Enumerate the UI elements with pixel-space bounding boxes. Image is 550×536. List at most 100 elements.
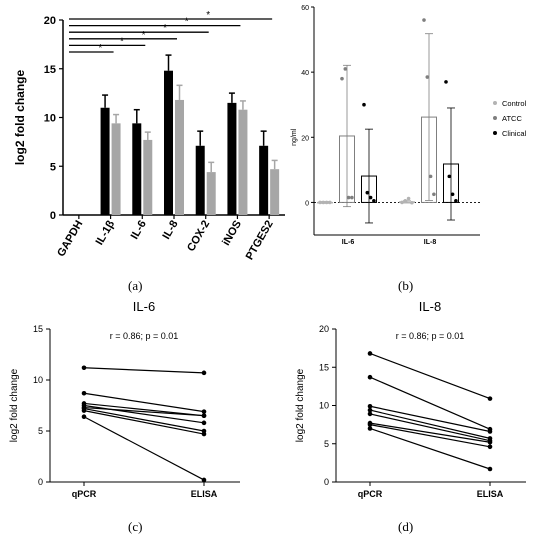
data-point — [367, 426, 373, 431]
x-tick-label: IL-1β — [94, 218, 118, 247]
data-point — [321, 200, 326, 205]
pair-line — [83, 367, 205, 374]
pair-line — [369, 413, 491, 442]
data-point — [450, 192, 455, 197]
data-point — [406, 196, 411, 201]
data-point — [201, 409, 207, 414]
significance-star: * — [98, 43, 102, 54]
data-point — [324, 200, 329, 205]
bar — [206, 172, 216, 215]
legend-label: Clinical — [502, 129, 527, 138]
data-point — [403, 199, 408, 203]
caption-a: (a) — [128, 278, 143, 293]
pair-line — [369, 422, 491, 443]
data-point — [487, 466, 493, 472]
data-point — [201, 431, 207, 437]
bar — [270, 169, 280, 215]
x-tick-label: iNOS — [220, 219, 244, 248]
bar-chart-gene-expression: 0 5 10 15 20 log2 fold change GAPDH IL-1β IL-6 IL… — [13, 10, 285, 263]
data-point — [422, 18, 426, 22]
bar — [195, 145, 205, 215]
data-point — [201, 477, 207, 483]
data-point — [487, 429, 493, 434]
data-point — [201, 370, 207, 376]
y-axis-label: log2 fold change — [295, 368, 306, 442]
y-tick-label: 20 — [301, 135, 309, 142]
y-axis-label: ng/ml — [291, 128, 298, 146]
bar — [175, 99, 184, 215]
line-chart-il8-correlation: IL-8 r = 0.86; p = 0.01 0 5 10 15 20 log2 fold … — [295, 299, 526, 499]
data-point — [372, 199, 376, 203]
significance-star: * — [185, 17, 189, 28]
y-tick-label: 0 — [50, 210, 56, 222]
pair-line — [83, 416, 205, 481]
y-tick-label: 60 — [301, 5, 309, 12]
pair-line — [83, 402, 205, 417]
y-tick-label: 5 — [50, 161, 56, 173]
bar — [259, 145, 269, 215]
correlation-annotation: r = 0.86; p = 0.01 — [396, 331, 465, 341]
data-point — [350, 195, 354, 200]
data-point — [487, 396, 493, 401]
data-point — [81, 408, 87, 413]
bar — [227, 102, 237, 215]
x-tick-label: GAPDH — [55, 218, 85, 258]
data-point — [367, 403, 373, 409]
y-axis-label: log2 fold change — [13, 70, 27, 166]
x-tick-label: qPCR — [72, 489, 97, 499]
pair-line — [369, 427, 491, 470]
y-axis-label: log2 fold change — [9, 368, 20, 442]
data-point — [201, 420, 207, 426]
legend-marker — [493, 101, 497, 105]
y-tick-label: 0 — [324, 477, 329, 487]
data-point — [81, 414, 87, 420]
x-tick-label: IL-8 — [160, 219, 180, 242]
data-point — [367, 374, 373, 380]
y-tick-label: 20 — [319, 324, 329, 334]
caption-d: (d) — [398, 519, 414, 534]
x-tick-label: PTGES2 — [244, 219, 276, 263]
x-tick-label: IL-6 — [342, 239, 355, 246]
caption-c: (c) — [128, 519, 143, 534]
bar — [111, 123, 121, 215]
legend-marker — [493, 116, 497, 120]
data-point — [328, 200, 332, 205]
pair-line — [369, 376, 491, 430]
significance-star: * — [163, 23, 167, 34]
data-point — [432, 192, 436, 197]
bar — [132, 123, 142, 215]
significance-star: * — [142, 30, 146, 41]
y-tick-label: 15 — [33, 324, 43, 334]
pair-line — [83, 392, 205, 413]
chart-title: IL-6 — [133, 299, 155, 314]
data-point — [346, 195, 351, 200]
data-point — [365, 190, 370, 195]
pair-line — [83, 410, 205, 435]
y-tick-label: 0 — [305, 200, 309, 207]
data-point — [81, 390, 87, 396]
correlation-annotation: r = 0.86; p = 0.01 — [110, 331, 179, 341]
x-tick-label: qPCR — [358, 489, 383, 499]
y-tick-label: 40 — [301, 70, 309, 77]
bar — [100, 107, 110, 215]
pair-line — [369, 352, 491, 400]
bar — [143, 139, 153, 215]
x-tick-label: ELISA — [191, 489, 218, 499]
y-tick-label: 10 — [33, 375, 43, 385]
data-point — [362, 102, 366, 107]
data-point — [201, 413, 207, 418]
data-point — [318, 200, 322, 205]
data-point — [428, 174, 433, 179]
pair-line — [83, 406, 205, 417]
data-point — [410, 200, 414, 205]
data-point — [447, 174, 452, 179]
y-tick-label: 5 — [38, 426, 43, 436]
pair-line — [369, 424, 491, 448]
caption-b: (b) — [398, 278, 414, 293]
y-tick-label: 5 — [324, 439, 329, 449]
data-point — [487, 444, 493, 450]
y-tick-label: 0 — [38, 477, 43, 487]
data-point — [444, 80, 448, 84]
data-point — [367, 411, 373, 417]
bar — [238, 109, 248, 215]
